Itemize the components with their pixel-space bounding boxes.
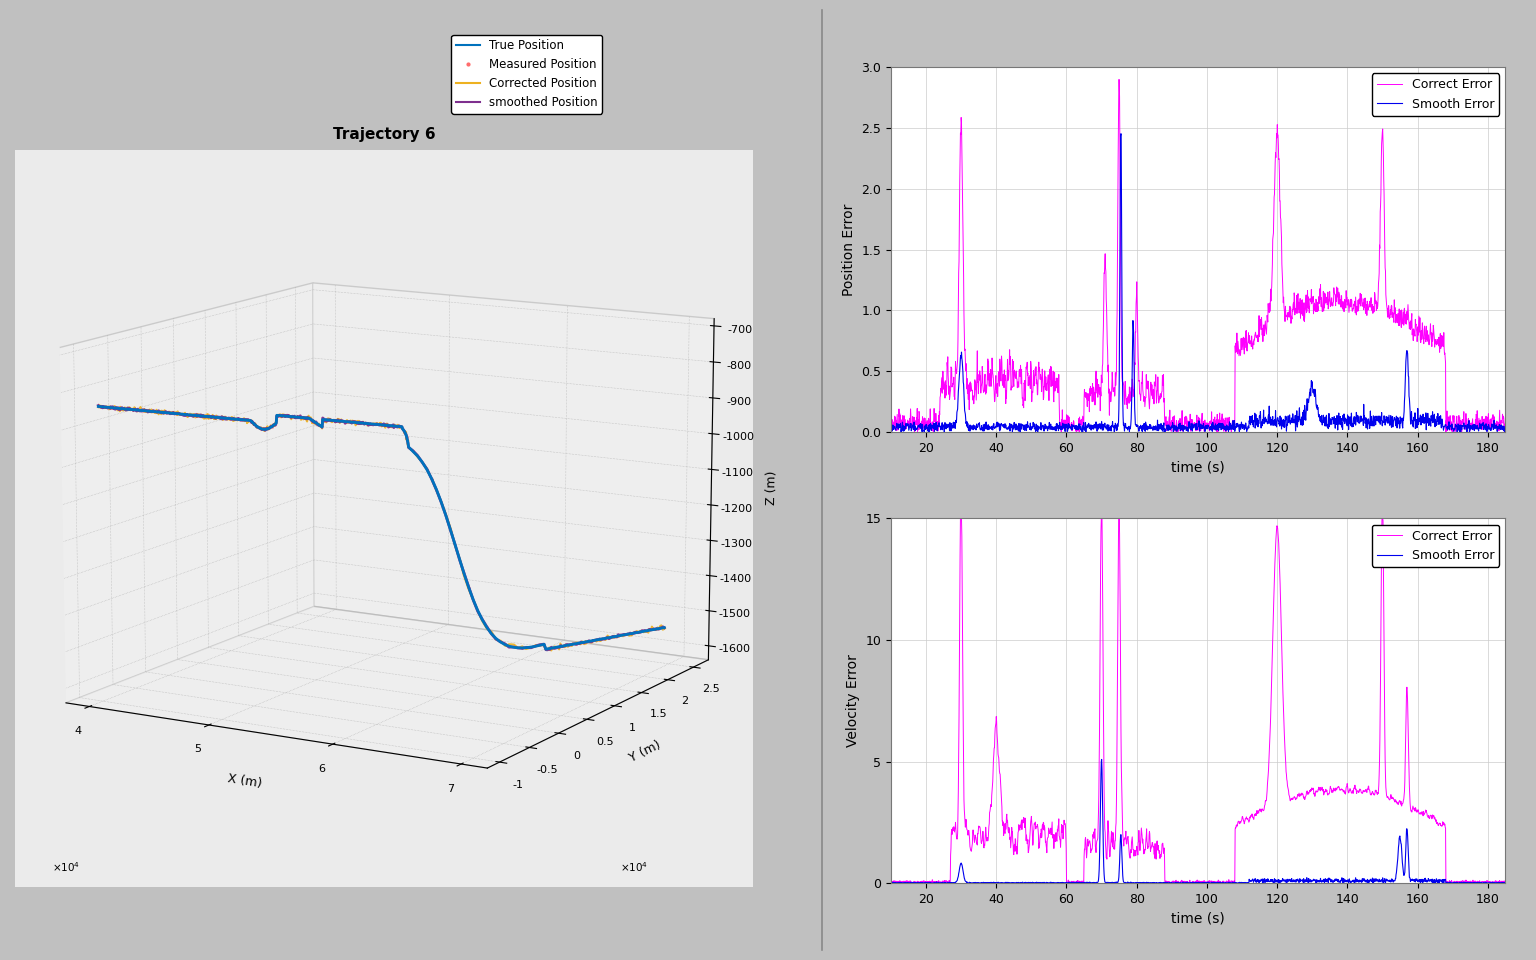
Smooth Error [1038,421,1057,433]
Correct Error [1100,844,1118,855]
Smooth Error [1273,873,1292,884]
Correct Error [1078,839,1097,851]
Y-axis label: Y (m): Y (m) [628,738,664,765]
Legend: True Position, Measured Position, Corrected Position, smoothed Position: True Position, Measured Position, Correc… [452,35,602,114]
Smooth Error [882,877,900,889]
Smooth Error [1100,877,1118,889]
Legend: Correct Error, Smooth Error: Correct Error, Smooth Error [1372,74,1499,116]
Smooth Error [1149,415,1167,426]
Correct Error [906,876,925,888]
Smooth Error [1100,422,1118,434]
Smooth Error [1078,877,1097,889]
Smooth Error [1149,877,1167,889]
Line: Correct Error: Correct Error [891,518,1505,883]
Smooth Error [1496,876,1514,888]
Correct Error [1436,426,1455,438]
Line: Smooth Error: Smooth Error [891,759,1505,883]
X-axis label: X (m): X (m) [227,772,263,790]
Correct Error [1100,383,1118,395]
Title: Trajectory 6: Trajectory 6 [333,127,435,142]
Text: $\times10^4$: $\times10^4$ [621,860,648,875]
Correct Error [906,416,925,427]
Correct Error [1147,385,1166,396]
Correct Error [1038,834,1057,846]
Correct Error [951,513,969,524]
Smooth Error [1038,877,1057,889]
Y-axis label: Position Error: Position Error [842,204,856,296]
Smooth Error [1061,877,1080,889]
Line: Correct Error: Correct Error [891,80,1505,432]
Line: Smooth Error: Smooth Error [891,133,1505,432]
Smooth Error [1273,415,1292,426]
Smooth Error [906,877,925,889]
Text: $\times10^4$: $\times10^4$ [52,860,80,875]
Correct Error [882,877,900,889]
Correct Error [1078,392,1097,403]
Correct Error [1496,412,1514,423]
Correct Error [1109,74,1127,85]
X-axis label: time (s): time (s) [1172,911,1224,925]
Correct Error [1496,877,1514,889]
Smooth Error [1112,128,1130,139]
Correct Error [1206,877,1224,889]
Correct Error [1273,266,1292,277]
Smooth Error [882,420,900,431]
Correct Error [882,410,900,421]
Smooth Error [1077,426,1095,438]
Smooth Error [1092,754,1111,765]
Correct Error [1147,835,1166,847]
Correct Error [1273,674,1292,685]
Correct Error [1038,385,1057,396]
Y-axis label: Velocity Error: Velocity Error [846,655,860,747]
Smooth Error [1496,422,1514,434]
X-axis label: time (s): time (s) [1172,460,1224,474]
Legend: Correct Error, Smooth Error: Correct Error, Smooth Error [1372,525,1499,567]
Smooth Error [906,421,925,433]
Smooth Error [1078,419,1097,430]
